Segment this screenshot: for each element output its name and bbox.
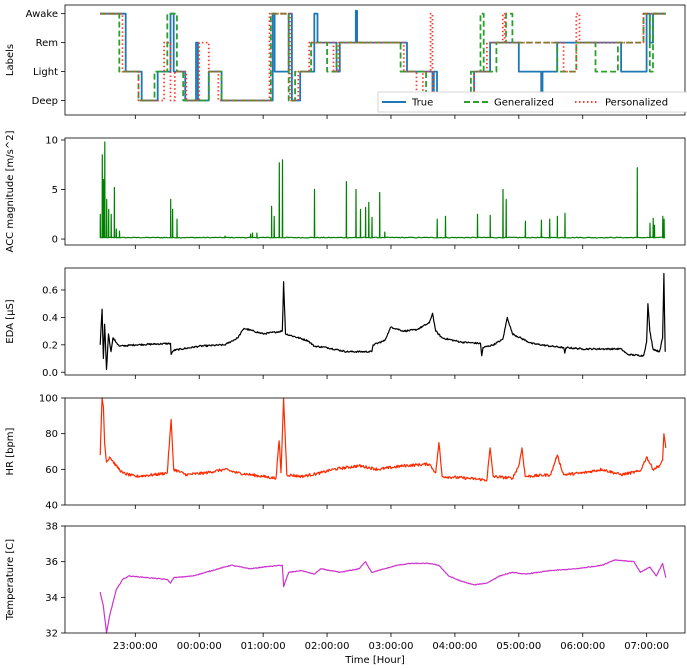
- y-tick-label: 0.2: [42, 340, 58, 351]
- y-tick-label: Awake: [26, 9, 58, 20]
- axes-frame: [64, 137, 686, 246]
- legend: True Generalized Personalized: [377, 91, 687, 113]
- y-tick-label: 32: [45, 629, 58, 640]
- y-tick-label: 60: [45, 465, 58, 476]
- x-axis-label: Time [Hour]: [344, 655, 405, 666]
- panel-2: 0 5 10 ACC magnitude [m/s^2]: [5, 130, 686, 252]
- y-tick-label: 0: [52, 235, 58, 246]
- x-tick-label: 03:00:00: [369, 641, 414, 652]
- x-tick-label: 23:00:00: [113, 641, 158, 652]
- y-axis-label: EDA [μS]: [5, 299, 16, 343]
- x-tick-label: 07:00:00: [624, 641, 669, 652]
- series-line-signal: [99, 397, 667, 482]
- series-line-signal: [99, 272, 666, 371]
- y-tick-label: 10: [45, 135, 58, 146]
- y-tick-label: 34: [45, 593, 58, 604]
- y-tick-label: 5: [52, 185, 58, 196]
- y-tick-label: 80: [45, 429, 58, 440]
- y-axis-label: ACC magnitude [m/s^2]: [5, 130, 16, 252]
- series-line-signal: [99, 141, 666, 239]
- axes-frame: [64, 525, 686, 634]
- y-tick-label: Light: [33, 67, 58, 78]
- panel-4: 40 60 80 100 HR [bpm]: [5, 394, 686, 512]
- x-tick-label: 05:00:00: [496, 641, 541, 652]
- y-tick-label: 100: [39, 394, 58, 405]
- axes-frame: [64, 4, 686, 116]
- legend-label-true: True: [411, 98, 433, 109]
- y-tick-label: 0.0: [42, 368, 58, 379]
- y-axis-label: Labels: [5, 44, 16, 76]
- legend-label-generalized: Generalized: [494, 98, 554, 109]
- y-tick-label: 0.6: [42, 285, 58, 296]
- panel-3: 0.0 0.2 0.4 0.6 EDA [μS]: [5, 267, 686, 379]
- x-tick-label: 00:00:00: [177, 641, 222, 652]
- series-line-signal: [99, 559, 667, 634]
- y-tick-label: 0.4: [42, 313, 58, 324]
- y-tick-label: Rem: [36, 38, 58, 49]
- legend-frame: [377, 91, 687, 113]
- x-tick-label: 01:00:00: [241, 641, 286, 652]
- axes-frame: [64, 267, 686, 376]
- series-line-true: [100, 9, 666, 102]
- legend-label-personalized: Personalized: [605, 98, 668, 109]
- axes-frame: [64, 397, 686, 506]
- x-tick-label: 06:00:00: [560, 641, 605, 652]
- x-tick-label: 02:00:00: [305, 641, 350, 652]
- series-line-generalized: [100, 12, 666, 102]
- series-line-personalized: [100, 12, 666, 102]
- y-tick-label: 38: [45, 522, 58, 533]
- panel-5: 32 34 36 38 23:00:00 00:00:00 01:00:00 02:00:00…: [5, 522, 686, 652]
- y-tick-label: Deep: [32, 96, 58, 107]
- y-axis-label: Temperature [C]: [5, 539, 16, 621]
- y-tick-label: 36: [45, 557, 58, 568]
- x-tick-label: 04:00:00: [432, 641, 477, 652]
- y-axis-label: HR [bpm]: [5, 427, 16, 475]
- y-tick-label: 40: [45, 501, 58, 512]
